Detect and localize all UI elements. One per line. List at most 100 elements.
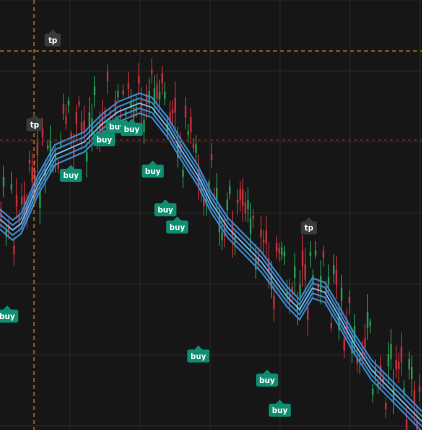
candle-body bbox=[273, 295, 275, 309]
candle-body bbox=[5, 230, 7, 237]
tp-marker: tp bbox=[26, 114, 43, 132]
candle-body bbox=[31, 166, 33, 183]
candle-body bbox=[379, 365, 382, 377]
candle-body bbox=[405, 419, 408, 430]
candle-body bbox=[70, 133, 72, 138]
marker-label: buy bbox=[124, 125, 140, 134]
marker-box bbox=[256, 373, 279, 387]
candle-body bbox=[93, 86, 96, 96]
candle-body bbox=[44, 170, 46, 179]
candle-body bbox=[91, 118, 93, 134]
marker-label: buy bbox=[259, 376, 275, 385]
candle-body bbox=[130, 101, 132, 108]
candle-body bbox=[291, 287, 293, 293]
candle-body bbox=[260, 229, 262, 238]
candle-body bbox=[184, 105, 187, 118]
candle-body bbox=[299, 284, 301, 297]
candle-body bbox=[10, 184, 13, 190]
candle-body bbox=[403, 388, 405, 393]
candle-body bbox=[36, 142, 39, 156]
marker-label: buy bbox=[0, 312, 15, 321]
candle-body bbox=[67, 100, 70, 106]
candle-body bbox=[382, 376, 384, 383]
candle-body bbox=[343, 338, 345, 351]
tp-marker: tp bbox=[44, 29, 61, 47]
candle-body bbox=[216, 188, 218, 202]
band-line bbox=[0, 97, 422, 417]
candle-body bbox=[158, 91, 161, 100]
candle-body bbox=[320, 276, 322, 291]
marker-box bbox=[268, 403, 291, 417]
candle-body bbox=[307, 308, 309, 320]
marker-box bbox=[154, 203, 177, 217]
candle-body bbox=[314, 250, 317, 256]
candle-body bbox=[356, 358, 358, 364]
marker-box bbox=[59, 168, 82, 182]
marker-pointer bbox=[48, 29, 57, 34]
candle-body bbox=[304, 264, 306, 281]
candle-body bbox=[413, 390, 416, 405]
marker-box bbox=[93, 133, 116, 147]
buy-marker: buy bbox=[59, 164, 82, 182]
candle-body bbox=[257, 257, 260, 263]
candle-body bbox=[239, 189, 241, 201]
marker-label: buy bbox=[109, 123, 125, 132]
marker-pointer bbox=[173, 216, 182, 221]
candle-body bbox=[138, 76, 140, 84]
candle-body bbox=[340, 287, 343, 301]
candle-body bbox=[0, 208, 2, 218]
candle-body bbox=[187, 131, 189, 135]
candle-body bbox=[322, 251, 325, 258]
candle-body bbox=[265, 230, 267, 244]
candle-body bbox=[8, 225, 10, 231]
candle-body bbox=[80, 122, 83, 134]
candle-body bbox=[2, 177, 5, 187]
candle-body bbox=[395, 359, 397, 370]
candle-body bbox=[169, 112, 171, 122]
candle-body bbox=[203, 197, 205, 207]
candle-body bbox=[18, 214, 20, 221]
candle-body bbox=[114, 100, 117, 115]
marker-pointer bbox=[194, 345, 203, 350]
candle-body bbox=[242, 189, 244, 206]
candle-body bbox=[283, 251, 286, 257]
candle-body bbox=[327, 277, 330, 285]
candle-body bbox=[364, 338, 366, 348]
candle-body bbox=[190, 117, 192, 133]
candle-body bbox=[229, 186, 231, 195]
buy-marker: buy bbox=[0, 305, 19, 323]
candle-body bbox=[143, 119, 145, 133]
candle-body bbox=[122, 90, 124, 95]
candle-body bbox=[418, 386, 421, 392]
candle-body bbox=[57, 162, 59, 169]
marker-label: buy bbox=[190, 352, 206, 361]
marker-pointer bbox=[148, 160, 157, 165]
candle-body bbox=[41, 127, 44, 138]
marker-pointer bbox=[30, 114, 39, 119]
candle-body bbox=[140, 100, 143, 114]
marker-pointer bbox=[3, 305, 12, 310]
buy-marker: buy bbox=[256, 369, 279, 387]
candle-body bbox=[62, 104, 65, 114]
candle-body bbox=[366, 312, 369, 328]
candle-body bbox=[210, 153, 213, 161]
marker-box bbox=[141, 164, 164, 178]
buy-marker: buy bbox=[268, 399, 291, 417]
candle-body bbox=[278, 248, 280, 254]
candle-body bbox=[244, 202, 247, 214]
candle-body bbox=[312, 275, 314, 285]
candle-body bbox=[28, 159, 31, 164]
buy-marker: buy bbox=[154, 199, 177, 217]
candle-body bbox=[281, 247, 283, 255]
marker-label: buy bbox=[158, 206, 174, 215]
candle-body bbox=[286, 291, 288, 296]
candle-body bbox=[226, 199, 228, 211]
marker-label: tp bbox=[30, 121, 40, 130]
candle-body bbox=[398, 361, 400, 370]
candle-body bbox=[88, 112, 91, 127]
candle-body bbox=[179, 142, 182, 150]
marker-label: buy bbox=[169, 223, 185, 232]
